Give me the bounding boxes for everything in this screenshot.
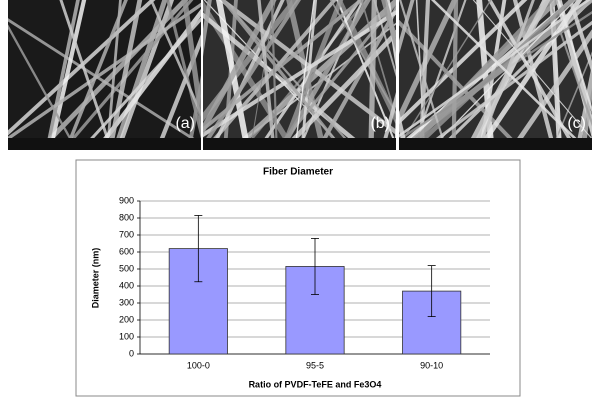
y-tick-label: 500 xyxy=(119,263,134,273)
panel-label: (c) xyxy=(567,115,586,132)
x-tick-label: 95-5 xyxy=(306,360,324,370)
y-tick-label: 700 xyxy=(119,229,134,239)
figure: (a) (b) (c) Fiber Diameter Ratio of PVDF-T… xyxy=(0,0,592,402)
fibers xyxy=(165,0,434,155)
x-axis-title: Ratio of PVDF-TeFE and Fe3O4 xyxy=(249,379,382,389)
info-bar xyxy=(203,138,396,150)
info-bar xyxy=(399,138,592,150)
panel-label: (a) xyxy=(175,115,195,132)
y-tick-label: 200 xyxy=(119,314,134,324)
sem-panel: (b) xyxy=(165,0,434,155)
y-tick-label: 0 xyxy=(129,348,134,358)
y-tick-label: 600 xyxy=(119,246,134,256)
y-axis-title: Diameter (nm) xyxy=(90,248,100,309)
y-tick-label: 900 xyxy=(119,195,134,205)
info-bar xyxy=(8,138,201,150)
sem-panel: (a) xyxy=(0,0,223,155)
x-tick-label: 100-0 xyxy=(187,360,210,370)
y-tick-label: 100 xyxy=(119,331,134,341)
panel-label: (b) xyxy=(370,115,390,132)
y-tick-label: 800 xyxy=(119,212,134,222)
x-tick-label: 90-10 xyxy=(420,360,443,370)
y-tick-label: 300 xyxy=(119,297,134,307)
sem-images: (a) (b) (c) xyxy=(0,0,592,155)
y-tick-label: 400 xyxy=(119,280,134,290)
chart-title: Fiber Diameter xyxy=(263,167,333,178)
